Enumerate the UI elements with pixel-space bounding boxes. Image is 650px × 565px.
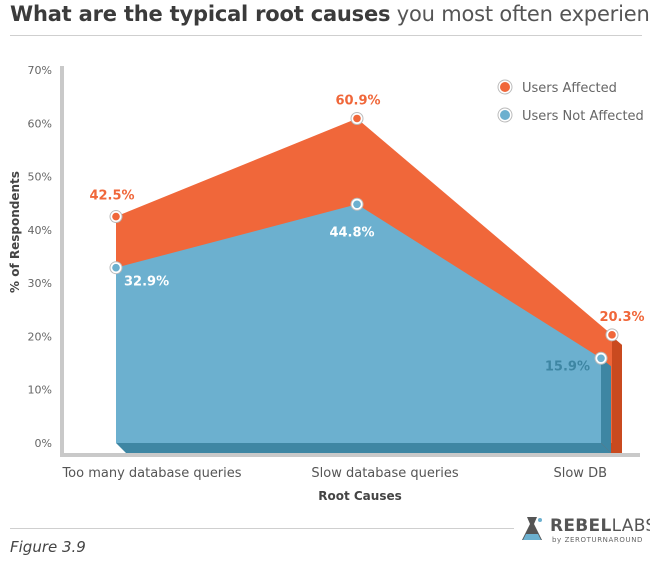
y-tick-label: 60% xyxy=(28,117,52,130)
chart-title-light: you most often experience xyxy=(390,2,650,26)
users-affected-point xyxy=(353,114,361,123)
users-not-affected-data-label: 15.9% xyxy=(545,359,590,374)
figure-label: Figure 3.9 xyxy=(10,538,86,556)
users-affected-point xyxy=(112,212,120,221)
users-not-affected-data-label: 32.9% xyxy=(124,275,169,290)
logo-word-bold: REBEL xyxy=(550,516,612,536)
y-tick-label: 20% xyxy=(28,330,52,343)
logo-subtitle: by ZEROTURNAROUND xyxy=(552,536,644,544)
title-divider xyxy=(10,35,642,36)
x-tick-label: Too many database queries xyxy=(61,466,241,481)
footer-divider xyxy=(10,528,514,529)
users-not-affected-area xyxy=(116,204,601,443)
users-affected-legend-swatch xyxy=(500,82,510,92)
chart-data-labels: 42.5% 60.9% 20.3% 32.9% 44.8% 15.9% xyxy=(89,93,644,374)
y-tick-label: 10% xyxy=(28,384,52,397)
y-axis-label: % of Respondents xyxy=(8,171,22,293)
logo-word-rest: LABS xyxy=(611,516,650,536)
chart-areas xyxy=(116,118,622,454)
y-axis-ticks: 0% 10% 20% 30% 40% 50% 60% 70% xyxy=(28,64,52,450)
users-not-affected-data-label: 44.8% xyxy=(329,225,374,240)
users-affected-data-label: 60.9% xyxy=(335,93,380,108)
y-tick-label: 70% xyxy=(28,64,52,77)
users-affected-point xyxy=(608,331,616,339)
flask-logo-icon xyxy=(522,517,542,540)
users-affected-data-label: 20.3% xyxy=(599,310,644,325)
legend: Users Affected Users Not Affected xyxy=(497,79,644,124)
x-axis-label: Root Causes xyxy=(318,489,402,503)
chart-points xyxy=(109,111,619,365)
y-tick-label: 50% xyxy=(28,171,52,184)
chart-axes xyxy=(60,66,640,457)
logo-wordmark: REBELLABS xyxy=(550,516,650,536)
x-axis-ticks: Too many database queries Slow database q… xyxy=(61,466,607,481)
users-not-affected-point xyxy=(353,200,361,209)
users-not-affected-area-floor xyxy=(116,443,611,453)
x-tick-label: Slow database queries xyxy=(311,466,458,481)
y-tick-label: 0% xyxy=(35,437,52,450)
users-not-affected-area-side xyxy=(601,358,611,453)
users-not-affected-point xyxy=(112,263,120,272)
rebellabs-logo: REBELLABS by ZEROTURNAROUND xyxy=(518,514,650,546)
users-affected-data-label: 42.5% xyxy=(89,189,134,204)
chart-title-bold: What are the typical root causes xyxy=(10,2,391,26)
chart-title: What are the typical root causes you mos… xyxy=(10,2,650,26)
y-tick-label: 40% xyxy=(28,224,52,237)
legend-label: Users Not Affected xyxy=(522,109,644,124)
x-tick-label: Slow DB xyxy=(553,466,607,481)
legend-label: Users Affected xyxy=(522,81,617,96)
users-not-affected-legend-swatch xyxy=(500,110,510,120)
users-not-affected-point xyxy=(597,354,605,363)
y-tick-label: 30% xyxy=(28,277,52,290)
